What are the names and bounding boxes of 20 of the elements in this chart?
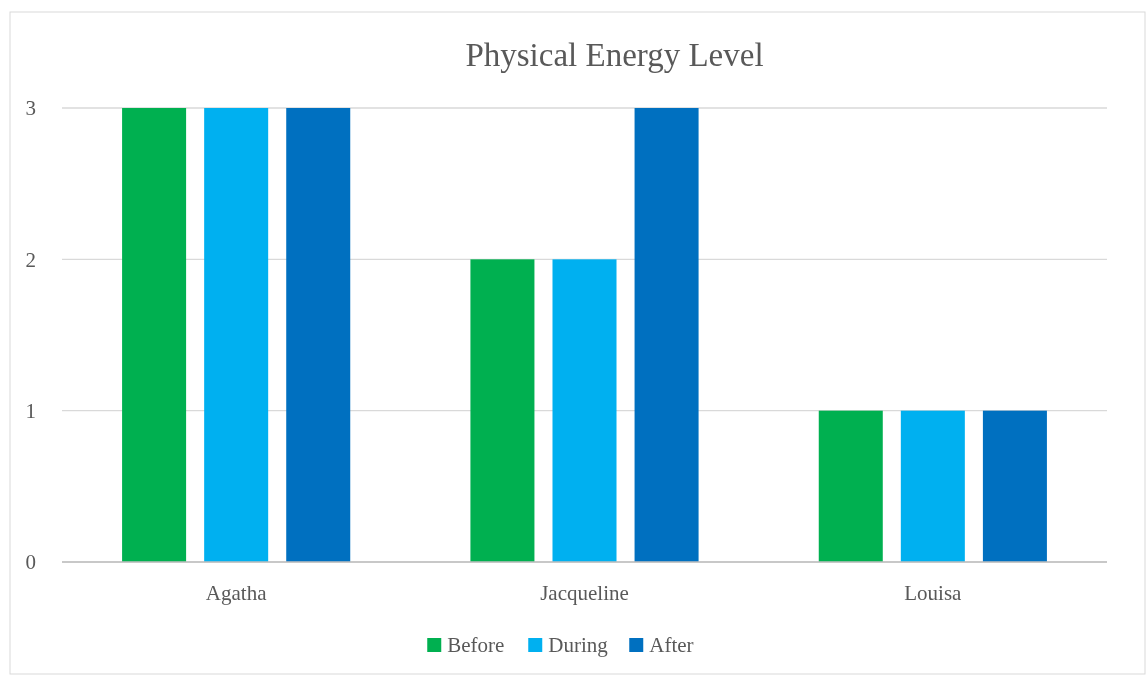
bar <box>122 108 187 562</box>
bar <box>470 259 535 562</box>
legend-label: Before <box>447 633 505 658</box>
bar <box>818 410 883 562</box>
bar <box>552 259 617 562</box>
y-tick-label: 3 <box>25 96 36 121</box>
bar <box>982 410 1047 562</box>
x-tick-label: Jacqueline <box>540 581 629 605</box>
bar <box>286 108 351 562</box>
y-tick-label: 0 <box>25 550 36 575</box>
bar <box>900 410 965 562</box>
legend-label: After <box>649 633 694 658</box>
bar <box>204 108 269 562</box>
x-tick-label: Louisa <box>904 581 963 605</box>
y-tick-label: 1 <box>25 399 36 424</box>
bar <box>634 108 699 562</box>
x-tick-label: Agatha <box>205 581 268 605</box>
legend-label: During <box>548 633 609 658</box>
y-tick-label: 2 <box>25 247 36 272</box>
chart-title: Physical Energy Level <box>465 37 764 73</box>
